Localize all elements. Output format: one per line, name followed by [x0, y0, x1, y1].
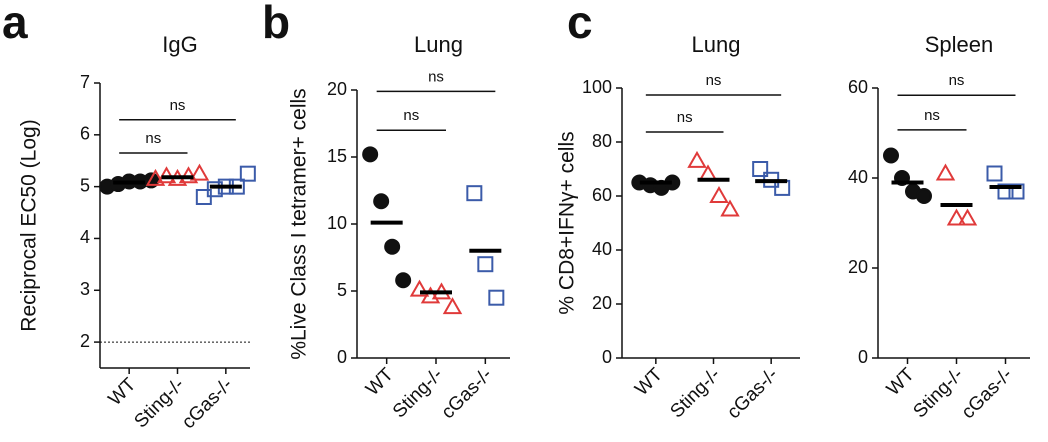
- y-tick-label: 6: [80, 124, 90, 144]
- data-point: [957, 208, 978, 226]
- significance-label: ns: [706, 72, 722, 89]
- panel-letter: c: [567, 0, 593, 48]
- y-axis-label: %Live Class I tetramer+ cells: [288, 88, 311, 359]
- data-point: [883, 147, 899, 164]
- y-axis-label: % CD8+IFNγ+ cells: [556, 131, 579, 314]
- x-tick-label: cGas-/-: [723, 364, 782, 423]
- y-tick-label: 20: [327, 79, 347, 99]
- y-tick-label: 10: [327, 213, 347, 233]
- x-tick-label: WT: [105, 374, 141, 410]
- x-tick-label: WT: [631, 364, 667, 400]
- y-tick-label: 80: [592, 131, 612, 151]
- panel-title: Lung: [692, 32, 741, 57]
- y-tick-label: 100: [582, 77, 612, 97]
- y-tick-label: 20: [848, 257, 868, 277]
- significance-label: ns: [924, 107, 940, 124]
- data-point: [709, 185, 729, 203]
- data-point: [1008, 183, 1025, 200]
- data-point: [373, 193, 390, 210]
- significance-label: ns: [403, 107, 419, 124]
- data-point: [362, 146, 379, 163]
- y-tick-label: 0: [858, 347, 868, 367]
- data-point: [145, 168, 166, 186]
- x-tick-label: WT: [362, 364, 398, 400]
- y-tick-label: 2: [80, 331, 90, 351]
- data-point: [477, 256, 494, 273]
- data-point: [488, 289, 505, 306]
- x-tick-label: cGas-/-: [958, 364, 1017, 423]
- panel-title: IgG: [162, 32, 197, 57]
- y-tick-label: 20: [592, 293, 612, 313]
- x-tick-label: Sting-/-: [909, 364, 967, 422]
- panel-title: Lung: [414, 32, 463, 57]
- data-point: [156, 166, 177, 184]
- data-point: [687, 150, 707, 168]
- data-point: [986, 165, 1003, 182]
- data-point: [916, 188, 932, 204]
- data-point: [206, 181, 223, 198]
- y-tick-label: 4: [80, 227, 90, 247]
- y-axis-label: Reciprocal EC50 (Log): [18, 119, 41, 331]
- data-point: [997, 183, 1014, 200]
- x-tick-label: Sting-/-: [389, 364, 447, 422]
- x-tick-label: cGas-/-: [438, 364, 497, 423]
- y-tick-label: 5: [337, 280, 347, 300]
- x-tick-label: Sting-/-: [666, 364, 724, 422]
- y-tick-label: 40: [848, 167, 868, 187]
- y-tick-label: 0: [337, 347, 347, 367]
- panel-letter: a: [2, 0, 28, 48]
- data-point: [946, 208, 967, 226]
- data-point: [409, 279, 430, 297]
- significance-label: ns: [949, 72, 965, 89]
- panel-title: Spleen: [925, 32, 994, 57]
- data-point: [178, 166, 199, 184]
- data-point: [752, 161, 769, 177]
- significance-label: ns: [145, 130, 161, 147]
- significance-label: ns: [170, 97, 186, 114]
- y-tick-label: 0: [602, 347, 612, 367]
- significance-label: ns: [677, 109, 693, 126]
- data-point: [720, 199, 740, 217]
- x-tick-label: Sting-/-: [130, 374, 188, 432]
- y-tick-label: 3: [80, 279, 90, 299]
- data-point: [466, 185, 483, 202]
- data-point: [935, 163, 956, 181]
- y-tick-label: 15: [327, 146, 347, 166]
- y-tick-label: 40: [592, 239, 612, 259]
- y-tick-label: 60: [592, 185, 612, 205]
- data-point: [239, 165, 256, 182]
- panel-letter: b: [262, 0, 290, 48]
- significance-label: ns: [428, 68, 444, 85]
- x-tick-label: cGas-/-: [178, 374, 237, 433]
- x-tick-label: WT: [883, 364, 919, 400]
- y-tick-label: 5: [80, 175, 90, 195]
- data-point: [442, 297, 463, 315]
- data-point: [384, 238, 401, 255]
- data-point: [395, 272, 412, 289]
- y-tick-label: 7: [80, 72, 90, 92]
- y-tick-label: 60: [848, 77, 868, 97]
- data-point: [189, 163, 210, 181]
